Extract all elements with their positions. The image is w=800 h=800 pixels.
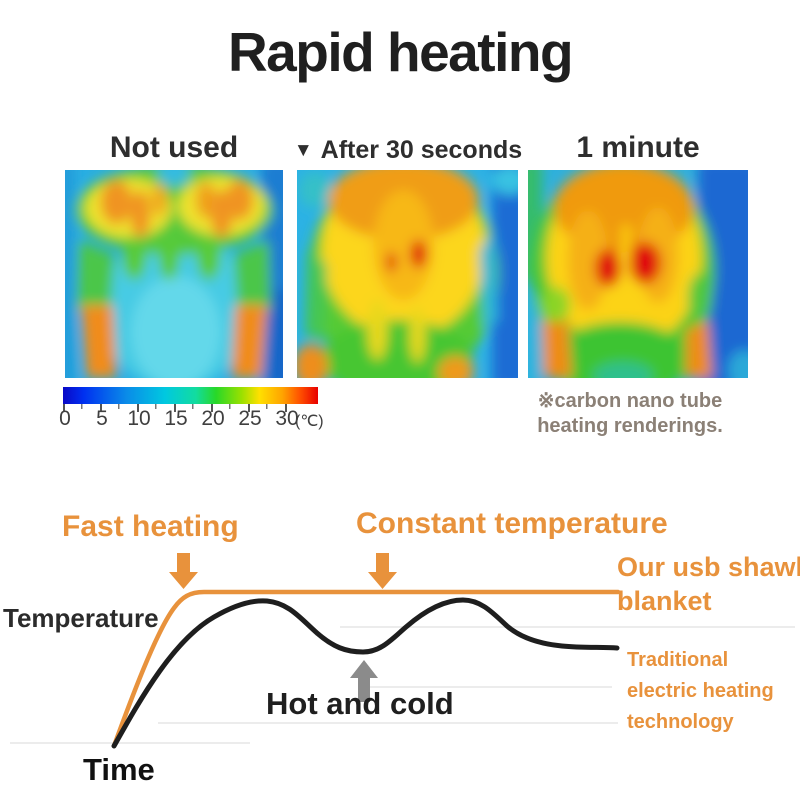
panel-label-after-30-seconds: ▼ After 30 seconds [283, 136, 533, 165]
hot-and-cold-arrow-icon [350, 660, 378, 702]
fast-heating-annotation: Fast heating [62, 510, 239, 543]
thermal-caption-line2: heating renderings. [537, 415, 723, 437]
panel-label-not-used: Not used [109, 131, 239, 164]
thermal-image-1-minute [528, 170, 748, 378]
scale-tick-20: 20 [201, 407, 225, 430]
scale-tick-5: 5 [96, 407, 108, 430]
thermal-caption: ※carbon nano tube heating renderings. [500, 389, 760, 439]
scale-tick-25: 25 [238, 407, 262, 430]
thermal-image-not-used [65, 170, 283, 378]
panel-label-after-30-seconds-text: After 30 seconds [320, 136, 523, 164]
traditional-series-label-line1: Traditional [627, 649, 729, 671]
time-axis-label: Time [83, 752, 155, 787]
usb-blanket-series-label-line2: blanket [617, 585, 712, 616]
usb-blanket-curve [111, 589, 621, 749]
hot-and-cold-annotation: Hot and cold [266, 686, 454, 721]
constant-temperature-arrow-icon [368, 553, 397, 589]
constant-temperature-annotation: Constant temperature [356, 507, 668, 540]
traditional-series-label-line3: technology [627, 711, 734, 733]
traditional-series-label: Traditional electric heating technology [627, 645, 774, 738]
traditional-heating-curve [111, 597, 620, 749]
temperature-color-scale [63, 387, 318, 404]
scale-tick-15: 15 [164, 407, 188, 430]
traditional-series-label-line2: electric heating [627, 680, 774, 702]
thermal-caption-line1: ※carbon nano tube [537, 390, 723, 412]
scale-tick-0: 0 [59, 407, 71, 430]
usb-blanket-series-label-line1: Our usb shawl [617, 552, 800, 582]
scale-tick-10: 10 [127, 407, 151, 430]
fast-heating-arrow-icon [169, 553, 198, 589]
chart-gridlines [10, 626, 795, 744]
scale-unit-label: (℃) [295, 413, 324, 430]
usb-blanket-series-label: Our usb shawl blanket [617, 551, 800, 619]
scale-minor-ticks [81, 404, 273, 409]
panel-label-1-minute: 1 minute [576, 131, 700, 164]
thermal-image-after-30-seconds [297, 170, 518, 378]
page-title: Rapid heating [227, 21, 574, 83]
temperature-time-chart [10, 553, 795, 749]
scale-tick-30: 30 [275, 407, 299, 430]
temperature-axis-label: Temperature [3, 603, 159, 633]
down-triangle-icon: ▼ [293, 140, 313, 161]
